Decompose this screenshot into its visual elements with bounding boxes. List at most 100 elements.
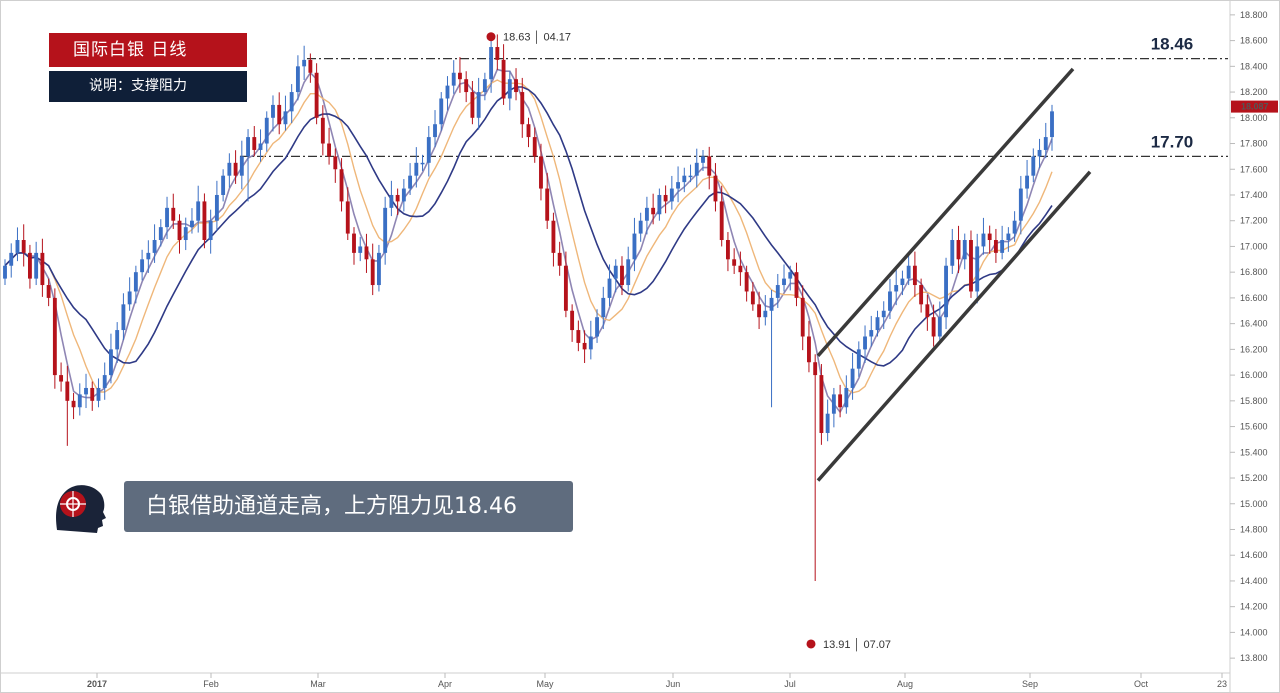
candle bbox=[252, 126, 257, 157]
candle-body bbox=[495, 47, 500, 60]
x-tick-label: Mar bbox=[310, 679, 326, 689]
candle bbox=[208, 209, 213, 254]
candle-body bbox=[570, 310, 575, 331]
candle bbox=[800, 285, 805, 351]
candle-body bbox=[289, 92, 294, 112]
candle-body bbox=[46, 285, 51, 298]
candle-body bbox=[881, 310, 886, 318]
candle bbox=[40, 238, 45, 297]
candle bbox=[838, 384, 843, 418]
candle bbox=[732, 248, 737, 274]
candle-body bbox=[507, 79, 512, 99]
candle bbox=[844, 375, 849, 414]
candle-body bbox=[588, 336, 593, 350]
candle-body bbox=[395, 194, 400, 202]
candle-body bbox=[1050, 111, 1054, 138]
candle bbox=[420, 154, 425, 172]
candle-body bbox=[688, 175, 693, 178]
candle-body bbox=[601, 297, 606, 318]
x-tick-label: Jun bbox=[666, 679, 681, 689]
candle-body bbox=[800, 297, 805, 337]
candle-body bbox=[676, 182, 681, 189]
candle-body bbox=[65, 381, 70, 401]
candle-body bbox=[657, 194, 662, 215]
candle-body bbox=[77, 394, 82, 408]
candle bbox=[314, 63, 319, 125]
candle bbox=[775, 273, 780, 308]
candle-body bbox=[969, 240, 973, 292]
candle-body bbox=[9, 252, 14, 266]
y-tick-label: 14.800 bbox=[1240, 524, 1268, 534]
candle bbox=[532, 127, 537, 163]
candle bbox=[539, 143, 543, 201]
candle bbox=[944, 257, 948, 330]
candle-body bbox=[595, 317, 599, 337]
candle-body bbox=[856, 349, 861, 369]
candle-body bbox=[277, 104, 282, 125]
y-tick-label: 14.000 bbox=[1240, 627, 1268, 637]
y-tick-label: 18.600 bbox=[1240, 36, 1268, 46]
candle-body bbox=[925, 304, 930, 318]
candle-body bbox=[582, 342, 587, 350]
last-price-marker: 18.087 bbox=[1231, 100, 1278, 113]
candle bbox=[507, 71, 512, 111]
chart-subtitle: 说明：支撑阻力 bbox=[49, 71, 247, 102]
resistance-label: 17.70 bbox=[1151, 132, 1194, 151]
candle bbox=[158, 219, 163, 247]
candle bbox=[850, 352, 855, 400]
ma-slow-line bbox=[4, 86, 1053, 367]
candle-body bbox=[59, 375, 64, 382]
candle bbox=[956, 225, 961, 273]
candle bbox=[825, 399, 830, 442]
candle bbox=[588, 320, 593, 360]
y-tick-label: 13.800 bbox=[1240, 653, 1268, 663]
candle-body bbox=[725, 240, 730, 260]
y-tick-label: 14.400 bbox=[1240, 576, 1268, 586]
candle-body bbox=[208, 220, 213, 241]
candle bbox=[738, 251, 743, 286]
candle bbox=[601, 286, 606, 330]
candle bbox=[451, 60, 456, 94]
candle bbox=[651, 193, 656, 225]
candle bbox=[102, 362, 107, 400]
candle bbox=[763, 295, 768, 326]
analysis-note: 白银借助通道走高，上方阻力见18.46 bbox=[124, 481, 573, 532]
candle bbox=[84, 373, 88, 409]
candle bbox=[888, 278, 892, 320]
candle-body bbox=[894, 285, 899, 292]
candle bbox=[214, 180, 219, 231]
candle bbox=[171, 193, 176, 229]
candle-body bbox=[109, 349, 113, 376]
y-tick-label: 17.400 bbox=[1240, 190, 1268, 200]
candle bbox=[59, 362, 64, 392]
candle-body bbox=[383, 207, 388, 253]
candle-body bbox=[401, 188, 406, 202]
candle-body bbox=[906, 265, 911, 279]
candle bbox=[289, 84, 294, 124]
candle bbox=[370, 243, 375, 296]
candle bbox=[433, 110, 437, 148]
candle bbox=[894, 269, 899, 306]
candle bbox=[769, 289, 774, 408]
candle-body bbox=[613, 265, 618, 279]
candle-body bbox=[264, 117, 269, 144]
candle-body bbox=[782, 278, 786, 286]
candle-body bbox=[750, 291, 755, 305]
candle bbox=[395, 188, 400, 216]
candle bbox=[707, 146, 712, 190]
candle-body bbox=[775, 285, 780, 298]
y-tick-label: 18.000 bbox=[1240, 113, 1268, 123]
annotation-dot bbox=[806, 639, 816, 649]
candle-body bbox=[651, 207, 656, 215]
y-tick-label: 14.200 bbox=[1240, 602, 1268, 612]
candle bbox=[146, 240, 151, 273]
candle bbox=[595, 309, 599, 343]
candle bbox=[676, 166, 681, 203]
candle bbox=[1000, 225, 1005, 260]
candle-body bbox=[532, 137, 537, 157]
candle bbox=[869, 315, 874, 347]
candle bbox=[576, 320, 581, 352]
candle bbox=[937, 301, 942, 343]
candle bbox=[426, 126, 431, 177]
